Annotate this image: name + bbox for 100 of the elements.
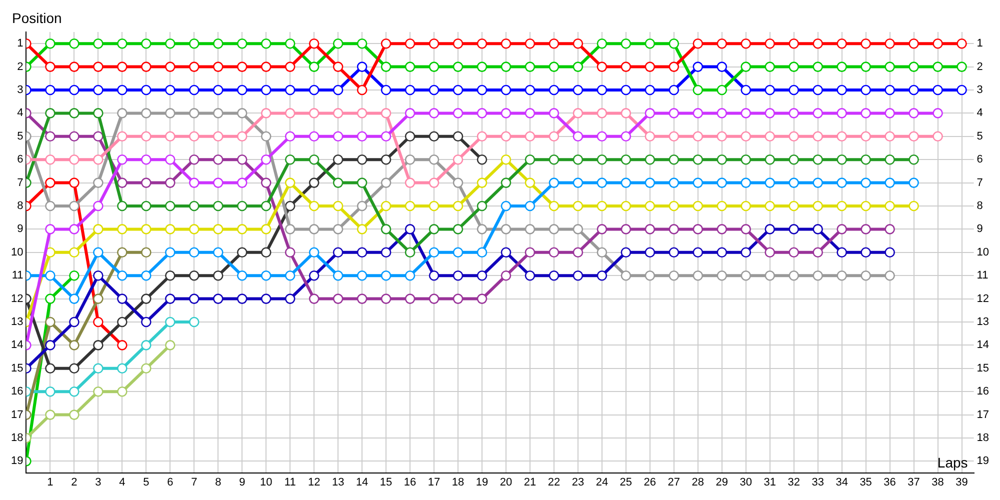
point <box>428 154 440 165</box>
point <box>428 178 440 188</box>
point <box>165 224 176 234</box>
point <box>620 154 632 165</box>
point <box>692 108 704 118</box>
point <box>452 62 464 72</box>
y-tick-label: 4 <box>17 107 24 120</box>
point <box>69 294 80 304</box>
point <box>117 178 128 188</box>
point <box>69 247 80 258</box>
point <box>69 386 80 397</box>
y2-tick-label: 16 <box>976 386 990 398</box>
point <box>740 62 752 72</box>
point <box>668 38 680 49</box>
point <box>69 340 80 350</box>
point <box>356 84 368 96</box>
x-tick-label: 11 <box>284 476 296 488</box>
point <box>908 84 919 96</box>
x-tick-label: 21 <box>524 476 536 488</box>
point <box>380 38 392 49</box>
point <box>692 200 704 212</box>
x-tick-label: 38 <box>932 476 944 488</box>
point <box>308 247 320 258</box>
point <box>956 38 967 49</box>
point <box>308 62 320 72</box>
x-tick-label: 2 <box>71 476 78 488</box>
x-tick-label: 5 <box>143 476 150 488</box>
point <box>452 178 464 188</box>
point <box>836 178 847 188</box>
point <box>165 247 176 258</box>
point <box>500 38 512 49</box>
point <box>812 38 823 49</box>
point <box>165 154 176 165</box>
point <box>836 247 847 258</box>
point <box>764 108 776 118</box>
point <box>212 108 224 118</box>
point <box>189 224 200 234</box>
point <box>668 178 680 188</box>
point <box>284 200 296 212</box>
point <box>189 131 200 142</box>
y2-tick-label: 13 <box>976 316 990 328</box>
point <box>500 224 512 234</box>
x-tick-label: 29 <box>716 476 728 488</box>
point <box>308 294 320 304</box>
point <box>308 84 320 96</box>
point <box>620 38 632 49</box>
point <box>620 178 632 188</box>
point <box>860 224 871 234</box>
point <box>117 316 128 328</box>
point <box>428 38 440 49</box>
point <box>93 270 104 281</box>
point <box>596 247 608 258</box>
point <box>548 224 560 234</box>
point <box>69 224 80 234</box>
point <box>836 84 847 96</box>
point <box>236 224 248 234</box>
y-tick-label: 9 <box>17 223 24 236</box>
point <box>332 108 344 118</box>
y-tick-label: 15 <box>10 362 24 374</box>
point <box>45 154 56 165</box>
point <box>141 294 152 304</box>
point <box>860 200 871 212</box>
point <box>596 131 608 142</box>
x-tick-label: 27 <box>668 476 680 488</box>
y2-tick-label: 3 <box>976 84 983 96</box>
point <box>165 294 176 304</box>
point <box>740 108 752 118</box>
point <box>500 247 512 258</box>
point <box>764 38 776 49</box>
y2-tick-label: 7 <box>976 176 983 189</box>
x-tick-label: 10 <box>260 476 272 488</box>
point <box>572 224 584 234</box>
point <box>572 84 584 96</box>
point <box>452 294 464 304</box>
point <box>45 224 56 234</box>
point <box>308 224 320 234</box>
x-tick-label: 20 <box>500 476 512 488</box>
point <box>476 247 488 258</box>
point <box>141 154 152 165</box>
point <box>716 154 728 165</box>
point <box>141 62 152 72</box>
point <box>69 270 80 281</box>
point <box>836 154 847 165</box>
point <box>524 200 536 212</box>
point <box>356 131 368 142</box>
point <box>644 270 656 281</box>
point <box>165 84 176 96</box>
point <box>860 131 871 142</box>
x-tick-label: 39 <box>956 476 968 488</box>
point <box>332 224 344 234</box>
point <box>189 316 200 328</box>
point <box>236 84 248 96</box>
x-tick-label: 19 <box>476 476 488 488</box>
point <box>45 340 56 350</box>
point <box>884 247 895 258</box>
point <box>404 294 416 304</box>
x-tick-label: 35 <box>860 476 872 488</box>
point <box>404 38 416 49</box>
point <box>189 247 200 258</box>
point <box>189 200 200 212</box>
